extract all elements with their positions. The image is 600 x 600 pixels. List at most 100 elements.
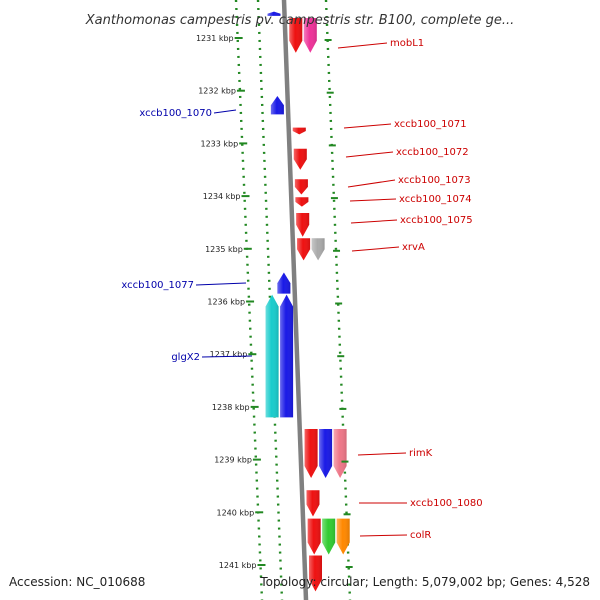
gene-label-text[interactable]: xccb100_1074 (399, 194, 472, 205)
tick-label: 1240 kbp (216, 508, 254, 517)
gene-label-text[interactable]: glgX2 (171, 352, 200, 363)
gene-label-rimK[interactable]: rimK (357, 448, 433, 459)
tick-label: 1232 kbp (198, 87, 236, 96)
gene-arrow-shade (304, 429, 318, 478)
gene-label-text[interactable]: mobL1 (390, 38, 424, 49)
gene-arrow-shade (292, 127, 306, 135)
gene-arrow-shade (303, 18, 317, 53)
gene-label-xccb100_1073[interactable]: xccb100_1073 (347, 175, 471, 188)
gene-15[interactable] (304, 429, 318, 478)
gene-arrow-shade (270, 96, 284, 115)
gene-19[interactable] (307, 518, 321, 555)
gene-1[interactable] (289, 18, 303, 53)
tick-label: 1239 kbp (214, 456, 252, 465)
label-leader-line (213, 109, 237, 114)
gene-6[interactable] (293, 148, 307, 170)
gene-4[interactable] (270, 96, 284, 115)
tick-label: 1241 kbp (219, 561, 257, 570)
gene-label-text[interactable]: xccb100_1077 (121, 280, 194, 291)
gene-arrow-shade (333, 429, 347, 478)
backbone (281, 0, 309, 600)
gene-arrow-shade (293, 148, 307, 170)
gene-label-text[interactable]: xccb100_1072 (396, 147, 469, 158)
gene-17[interactable] (333, 429, 347, 478)
gene-8[interactable] (295, 197, 309, 207)
gene-label-xccb100_1077[interactable]: xccb100_1077 (121, 280, 247, 291)
gene-label-text[interactable]: xccb100_1073 (398, 175, 471, 186)
label-leader-line (359, 534, 408, 537)
gene-arrow-shade (277, 272, 291, 294)
label-leader-line (343, 123, 392, 129)
gene-2[interactable] (303, 18, 317, 53)
gene-label-text[interactable]: xccb100_1075 (400, 215, 473, 226)
gene-label-text[interactable]: colR (410, 530, 431, 541)
gene-arrow-shade (309, 555, 322, 592)
summary-text: Topology: circular; Length: 5,079,002 bp… (259, 575, 590, 589)
gene-21[interactable] (336, 518, 350, 555)
label-leader-line (345, 151, 394, 158)
gene-3[interactable] (317, 16, 331, 18)
gene-label-text[interactable]: xccb100_1071 (394, 119, 467, 130)
gene-label-xrvA[interactable]: xrvA (351, 242, 425, 253)
gene-label-mobL1[interactable]: mobL1 (337, 38, 424, 49)
map-title: Xanthomonas campestris pv. campestris st… (85, 13, 515, 28)
gene-arrow-shade (265, 294, 279, 418)
gene-arrow-shade (319, 429, 333, 478)
tick-label: 1235 kbp (205, 245, 243, 254)
label-leader-line (349, 198, 397, 202)
gene-arrow-shade (297, 238, 311, 261)
label-leader-line (201, 355, 253, 358)
gene-16[interactable] (319, 429, 333, 478)
tick-label: 1234 kbp (203, 192, 241, 201)
tick-label: 1236 kbp (207, 298, 245, 307)
gene-14[interactable] (265, 294, 279, 418)
gene-label-xccb100_1070[interactable]: xccb100_1070 (139, 108, 237, 119)
gene-arrow-shade (306, 490, 320, 517)
gene-label-xccb100_1071[interactable]: xccb100_1071 (343, 119, 467, 130)
gene-arrow-shade (311, 238, 325, 261)
backbone-line (281, 0, 309, 600)
gene-label-xccb100_1072[interactable]: xccb100_1072 (345, 147, 469, 158)
gene-label-text[interactable]: xccb100_1070 (139, 108, 212, 119)
gene-5[interactable] (292, 127, 306, 135)
gene-7[interactable] (294, 179, 308, 195)
gene-20[interactable] (322, 518, 336, 555)
gene-9[interactable] (296, 213, 310, 237)
gene-12[interactable] (277, 272, 291, 294)
gene-13[interactable] (280, 294, 294, 418)
gene-label-xccb100_1075[interactable]: xccb100_1075 (350, 215, 473, 226)
label-leader-line (347, 179, 396, 188)
ticks: 1231 kbp 1232 kbp 1233 kbp 1234 kbp 1235 kbp… (196, 34, 353, 570)
gene-label-xccb100_1080[interactable]: xccb100_1080 (359, 498, 483, 509)
gene-arrow-shade (307, 518, 321, 555)
gene-11[interactable] (311, 238, 325, 261)
gene-22[interactable] (309, 555, 322, 592)
gene-arrow-shade (294, 179, 308, 195)
gene-arrow-shade (317, 16, 331, 18)
gene-label-text[interactable]: rimK (409, 448, 433, 459)
gene-label-glgX2[interactable]: glgX2 (171, 352, 253, 363)
gene-arrow-shade (280, 294, 294, 418)
gene-arrow-shade (296, 213, 310, 237)
gene-label-text[interactable]: xrvA (402, 242, 425, 253)
gene-arrow-shade (336, 518, 350, 555)
gene-arrow-shade (267, 11, 281, 16)
accession-text: Accession: NC_010688 (9, 575, 145, 589)
gene-label-colR[interactable]: colR (359, 530, 431, 541)
tick-label: 1231 kbp (196, 34, 234, 43)
label-leader-line (337, 42, 388, 49)
gene-18[interactable] (306, 490, 320, 517)
gene-arrow-shade (289, 18, 303, 53)
gene-label-text[interactable]: xccb100_1080 (410, 498, 483, 509)
gene-arrow-shade (295, 197, 309, 207)
guide-line-right-outer (324, 0, 352, 600)
gene-0[interactable] (267, 11, 281, 16)
gene-10[interactable] (297, 238, 311, 261)
gene-labels: mobL1 xccb100_1070 xccb100_1071 xccb100_107… (121, 38, 482, 541)
label-leader-line (357, 452, 407, 456)
gene-label-xccb100_1074[interactable]: xccb100_1074 (349, 194, 472, 205)
label-leader-line (195, 282, 247, 286)
tick-label: 1233 kbp (201, 139, 239, 148)
tick-label: 1237 kbp (210, 350, 248, 359)
